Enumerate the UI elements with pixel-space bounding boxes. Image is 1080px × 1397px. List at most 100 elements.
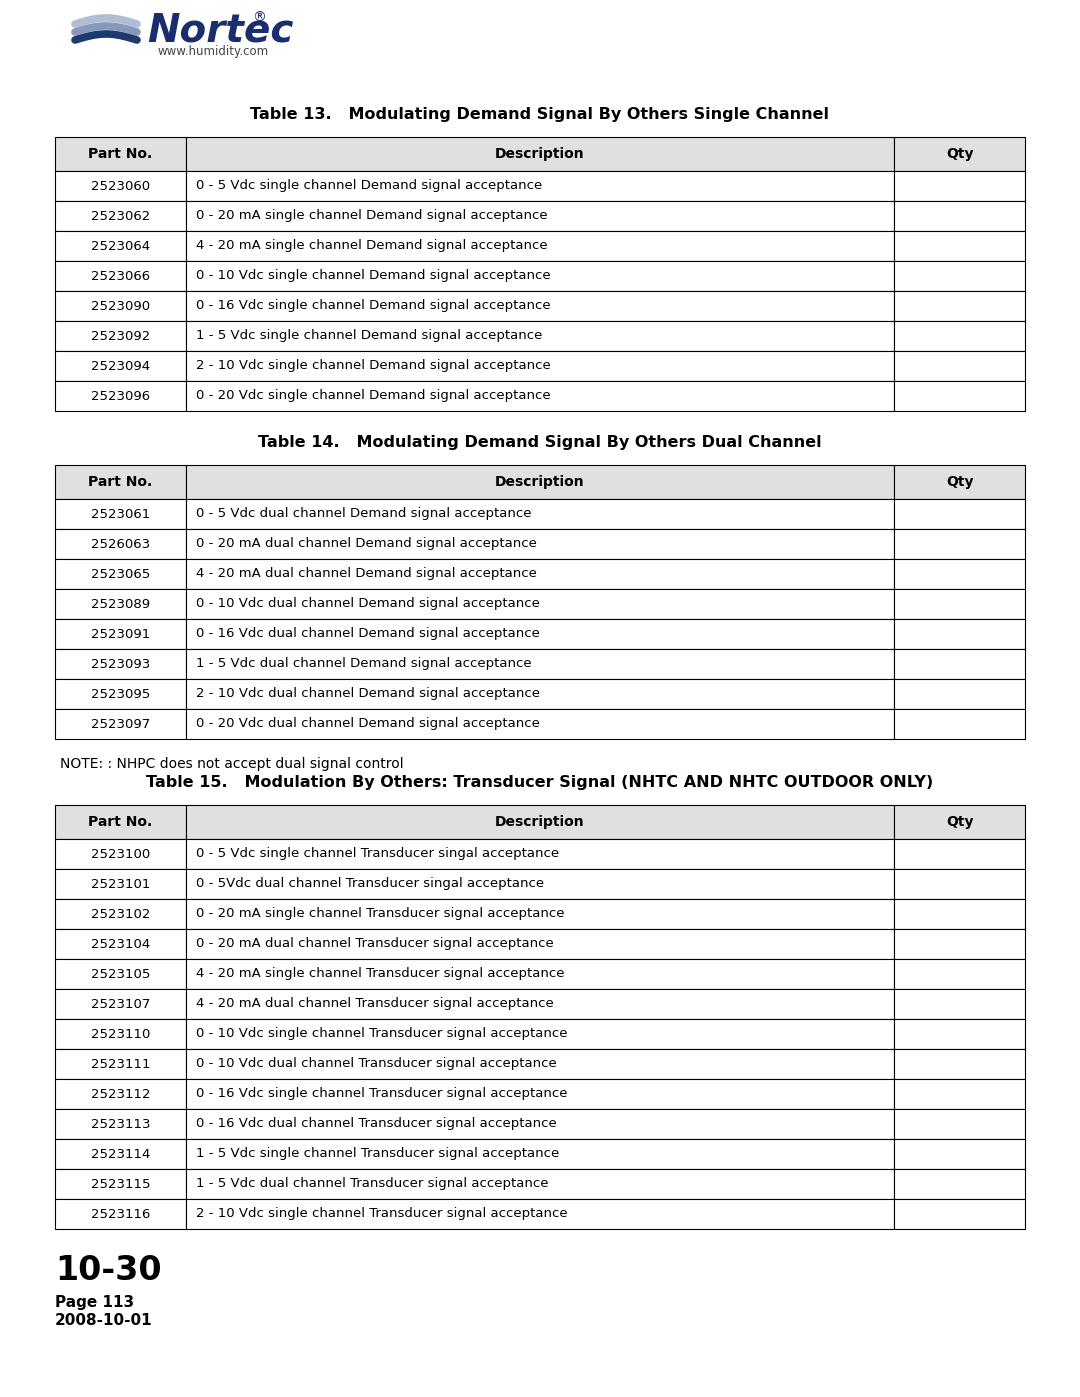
Text: Description: Description: [496, 814, 584, 828]
Bar: [894, 559, 1025, 590]
Bar: [186, 529, 894, 559]
Text: 2 - 10 Vdc single channel Demand signal acceptance: 2 - 10 Vdc single channel Demand signal …: [195, 359, 551, 373]
Bar: [894, 201, 1025, 231]
Text: 2523065: 2523065: [91, 567, 150, 581]
Bar: [55, 1049, 186, 1078]
Bar: [186, 499, 894, 529]
Bar: [894, 1018, 1025, 1049]
Bar: [894, 231, 1025, 261]
Bar: [186, 1049, 894, 1078]
Bar: [186, 1169, 894, 1199]
Bar: [186, 590, 894, 619]
Text: Page 113: Page 113: [55, 1295, 134, 1310]
Bar: [894, 710, 1025, 739]
Bar: [55, 805, 186, 840]
Text: 0 - 20 mA single channel Transducer signal acceptance: 0 - 20 mA single channel Transducer sign…: [195, 908, 565, 921]
Bar: [55, 321, 186, 351]
Text: 4 - 20 mA single channel Transducer signal acceptance: 4 - 20 mA single channel Transducer sign…: [195, 968, 565, 981]
Text: 0 - 16 Vdc dual channel Demand signal acceptance: 0 - 16 Vdc dual channel Demand signal ac…: [195, 627, 540, 640]
Bar: [55, 261, 186, 291]
Bar: [894, 900, 1025, 929]
Text: 2 - 10 Vdc dual channel Demand signal acceptance: 2 - 10 Vdc dual channel Demand signal ac…: [195, 687, 540, 700]
Bar: [894, 679, 1025, 710]
Text: 2523095: 2523095: [91, 687, 150, 700]
Bar: [894, 1139, 1025, 1169]
Text: Description: Description: [496, 147, 584, 161]
Text: Part No.: Part No.: [89, 475, 152, 489]
Bar: [186, 929, 894, 958]
Text: 2523112: 2523112: [91, 1087, 150, 1101]
Text: Qty: Qty: [946, 147, 973, 161]
Bar: [186, 231, 894, 261]
Bar: [186, 679, 894, 710]
Bar: [186, 1078, 894, 1109]
Bar: [55, 137, 186, 170]
Bar: [186, 1139, 894, 1169]
Bar: [894, 1078, 1025, 1109]
Text: 2523097: 2523097: [91, 718, 150, 731]
Bar: [186, 805, 894, 840]
Text: Nortec: Nortec: [147, 11, 294, 49]
Text: NOTE: : NHPC does not accept dual signal control: NOTE: : NHPC does not accept dual signal…: [60, 757, 404, 771]
Bar: [894, 170, 1025, 201]
Text: 0 - 20 Vdc dual channel Demand signal acceptance: 0 - 20 Vdc dual channel Demand signal ac…: [195, 718, 540, 731]
Text: 2008-10-01: 2008-10-01: [55, 1313, 152, 1329]
Text: 0 - 20 mA dual channel Transducer signal acceptance: 0 - 20 mA dual channel Transducer signal…: [195, 937, 554, 950]
Bar: [186, 989, 894, 1018]
Text: 0 - 16 Vdc single channel Transducer signal acceptance: 0 - 16 Vdc single channel Transducer sig…: [195, 1087, 567, 1101]
Text: Table 15.   Modulation By Others: Transducer Signal (NHTC AND NHTC OUTDOOR ONLY): Table 15. Modulation By Others: Transduc…: [147, 775, 933, 791]
Text: 0 - 16 Vdc dual channel Transducer signal acceptance: 0 - 16 Vdc dual channel Transducer signa…: [195, 1118, 556, 1130]
Text: 2523093: 2523093: [91, 658, 150, 671]
Text: 0 - 5 Vdc single channel Demand signal acceptance: 0 - 5 Vdc single channel Demand signal a…: [195, 179, 542, 193]
Text: 2523113: 2523113: [91, 1118, 150, 1130]
Text: 2523111: 2523111: [91, 1058, 150, 1070]
Bar: [894, 381, 1025, 411]
Bar: [186, 321, 894, 351]
Text: 2 - 10 Vdc single channel Transducer signal acceptance: 2 - 10 Vdc single channel Transducer sig…: [195, 1207, 568, 1221]
Bar: [186, 381, 894, 411]
Text: 2523064: 2523064: [91, 239, 150, 253]
Text: Part No.: Part No.: [89, 814, 152, 828]
Text: 2523090: 2523090: [91, 299, 150, 313]
Bar: [186, 840, 894, 869]
Text: Table 14.   Modulating Demand Signal By Others Dual Channel: Table 14. Modulating Demand Signal By Ot…: [258, 436, 822, 450]
Text: 2523096: 2523096: [91, 390, 150, 402]
Bar: [186, 291, 894, 321]
Text: 10-30: 10-30: [55, 1255, 162, 1287]
Text: 4 - 20 mA single channel Demand signal acceptance: 4 - 20 mA single channel Demand signal a…: [195, 239, 548, 253]
Text: Table 13.   Modulating Demand Signal By Others Single Channel: Table 13. Modulating Demand Signal By Ot…: [251, 108, 829, 123]
Bar: [55, 590, 186, 619]
Text: 1 - 5 Vdc dual channel Transducer signal acceptance: 1 - 5 Vdc dual channel Transducer signal…: [195, 1178, 549, 1190]
Bar: [55, 1109, 186, 1139]
Bar: [186, 900, 894, 929]
Text: 2523092: 2523092: [91, 330, 150, 342]
Bar: [894, 619, 1025, 650]
Bar: [55, 650, 186, 679]
Text: 1 - 5 Vdc dual channel Demand signal acceptance: 1 - 5 Vdc dual channel Demand signal acc…: [195, 658, 531, 671]
Text: 2523060: 2523060: [91, 179, 150, 193]
Bar: [55, 619, 186, 650]
Bar: [55, 679, 186, 710]
Bar: [894, 805, 1025, 840]
Text: 0 - 5 Vdc dual channel Demand signal acceptance: 0 - 5 Vdc dual channel Demand signal acc…: [195, 507, 531, 521]
Text: 0 - 10 Vdc dual channel Transducer signal acceptance: 0 - 10 Vdc dual channel Transducer signa…: [195, 1058, 556, 1070]
Text: 0 - 10 Vdc single channel Transducer signal acceptance: 0 - 10 Vdc single channel Transducer sig…: [195, 1028, 567, 1041]
Bar: [894, 590, 1025, 619]
Bar: [55, 465, 186, 499]
Bar: [894, 291, 1025, 321]
Text: Part No.: Part No.: [89, 147, 152, 161]
Bar: [186, 710, 894, 739]
Text: 2523089: 2523089: [91, 598, 150, 610]
Text: 2523062: 2523062: [91, 210, 150, 222]
Bar: [894, 465, 1025, 499]
Bar: [894, 137, 1025, 170]
Bar: [55, 529, 186, 559]
Bar: [55, 929, 186, 958]
Bar: [186, 869, 894, 900]
Text: 0 - 16 Vdc single channel Demand signal acceptance: 0 - 16 Vdc single channel Demand signal …: [195, 299, 551, 313]
Bar: [894, 261, 1025, 291]
Bar: [186, 351, 894, 381]
Bar: [894, 869, 1025, 900]
Text: 2523110: 2523110: [91, 1028, 150, 1041]
Bar: [55, 559, 186, 590]
